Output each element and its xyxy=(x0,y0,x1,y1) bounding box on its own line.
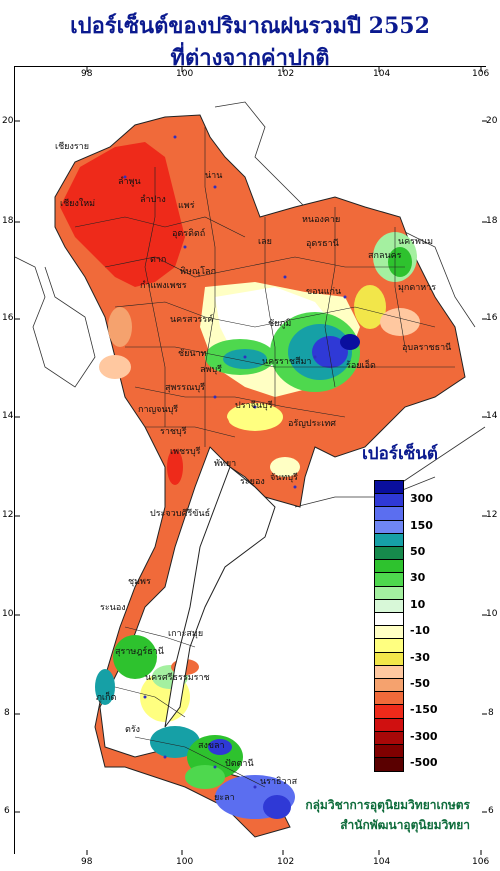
legend-label: 30 xyxy=(410,571,426,585)
place-label: หนองคาย xyxy=(302,215,341,225)
latitude-label-right: 20 xyxy=(486,116,498,126)
latitude-label-left: 16 xyxy=(2,313,14,323)
longitude-label-bottom: 106 xyxy=(472,857,490,867)
latitude-label-left: 6 xyxy=(4,806,10,816)
place-label: นครศรีธรรมราช xyxy=(145,673,210,683)
longitude-label-bottom: 102 xyxy=(277,857,295,867)
place-label: ชัยภูมิ xyxy=(268,319,292,329)
place-label: ลำปาง xyxy=(140,195,166,205)
place-label: ระนอง xyxy=(100,603,126,613)
place-label: ลำพูน xyxy=(118,177,141,187)
credit-line1: กลุ่มวิชาการอุตุนิยมวิทยาเกษตร xyxy=(305,798,470,812)
latitude-label-left: 12 xyxy=(2,510,14,520)
longitude-label-top: 102 xyxy=(277,69,295,79)
place-label: สุราษฎร์ธานี xyxy=(115,647,164,657)
place-label: อุตรดิตถ์ xyxy=(172,229,206,239)
place-label: น่าน xyxy=(205,171,223,181)
longitude-label-bottom: 104 xyxy=(373,857,391,867)
map-frame xyxy=(14,66,487,855)
longitude-label-bottom: 98 xyxy=(81,857,93,867)
place-label: เชียงใหม่ xyxy=(60,199,96,209)
place-label: นครพนม xyxy=(398,237,434,247)
legend-label: -300 xyxy=(410,729,438,743)
legend-label: 50 xyxy=(410,545,426,558)
legend-label: -150 xyxy=(410,703,438,717)
legend-label: -500 xyxy=(410,756,438,770)
place-label: พัทยา xyxy=(214,459,237,469)
place-label: มุกดาหาร xyxy=(398,283,437,293)
place-label: ปราจีนบุรี xyxy=(235,401,273,411)
place-label: ราชบุรี xyxy=(160,427,187,437)
legend-label: 150 xyxy=(410,518,433,532)
place-label: นครราชสีมา xyxy=(262,357,312,367)
place-label: ประจวบคีรีขันธ์ xyxy=(150,509,211,519)
legend-label: 10 xyxy=(410,597,426,611)
latitude-label-right: 12 xyxy=(486,510,498,520)
place-label: กำแพงเพชร xyxy=(140,281,187,291)
place-label: เกาะสมุย xyxy=(168,629,204,639)
latitude-label-left: 14 xyxy=(2,411,14,421)
place-label: ร้อยเอ็ด xyxy=(346,361,376,371)
place-label: สุพรรณบุรี xyxy=(165,383,205,393)
latitude-label-right: 16 xyxy=(486,313,498,323)
place-label: เพชรบุรี xyxy=(170,447,201,457)
latitude-label-left: 8 xyxy=(4,708,10,718)
place-label: เชียงราย xyxy=(55,142,90,152)
longitude-label-top: 98 xyxy=(81,69,93,79)
place-label: ยะลา xyxy=(214,793,235,803)
place-label: เลย xyxy=(258,237,272,247)
place-label: พิษณุโลก xyxy=(180,267,217,277)
legend-label: 300 xyxy=(410,492,433,506)
place-label: แพร่ xyxy=(178,201,195,211)
place-label: นครสวรรค์ xyxy=(170,315,214,325)
latitude-label-left: 20 xyxy=(2,116,14,126)
latitude-label-right: 10 xyxy=(486,609,498,619)
place-label: ขอนแก่น xyxy=(306,287,342,297)
legend-label: -30 xyxy=(410,650,430,664)
credit-line2: สำนักพัฒนาอุตุนิยมวิทยา xyxy=(340,818,470,832)
thailand-rainfall-map xyxy=(15,67,487,855)
place-label: ลพบุรี xyxy=(200,365,222,375)
place-label: ปัตตานี xyxy=(225,759,254,769)
place-label: นราธิวาส xyxy=(260,777,298,787)
longitude-label-top: 100 xyxy=(176,69,194,79)
latitude-label-right: 18 xyxy=(486,216,498,226)
latitude-label-right: 14 xyxy=(486,411,498,421)
latitude-label-right: 8 xyxy=(488,708,494,718)
place-label: สงขลา xyxy=(198,741,225,751)
place-label: จันทบุรี xyxy=(270,473,298,483)
place-label: ตาก xyxy=(150,255,167,265)
legend-label: -10 xyxy=(410,624,430,638)
legend-title: เปอร์เซ็นต์ xyxy=(362,444,438,464)
place-label: ชัยนาท xyxy=(178,349,207,359)
place-label: ตรัง xyxy=(125,725,141,735)
place-label: อุดรธานี xyxy=(306,239,339,249)
latitude-label-left: 10 xyxy=(2,609,14,619)
latitude-label-right: 6 xyxy=(488,806,494,816)
longitude-label-top: 104 xyxy=(373,69,391,79)
legend-swatch xyxy=(374,757,404,773)
latitude-label-left: 18 xyxy=(2,216,14,226)
place-label: อุบลราชธานี xyxy=(402,343,452,353)
map-title-line1: เปอร์เซ็นต์ของปริมาณฝนรวมปี 2552 xyxy=(70,13,430,39)
place-label: สกลนคร xyxy=(368,251,402,261)
longitude-label-top: 106 xyxy=(472,69,490,79)
place-label: ชุมพร xyxy=(128,577,151,587)
place-label: กาญจนบุรี xyxy=(138,405,179,415)
place-label: ภูเก็ต xyxy=(96,693,117,703)
longitude-label-bottom: 100 xyxy=(176,857,194,867)
place-label: ระยอง xyxy=(240,477,265,487)
place-label: อรัญประเทศ xyxy=(288,419,337,429)
legend-label: -50 xyxy=(410,677,430,690)
